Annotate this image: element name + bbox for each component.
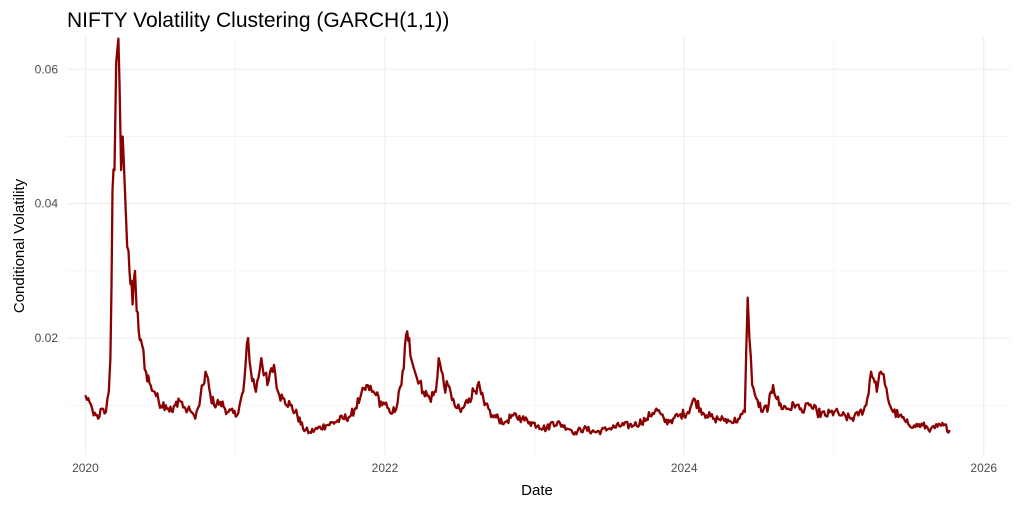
y-tick-label: 0.02 — [35, 331, 59, 345]
x-tick-label: 2020 — [72, 461, 99, 475]
y-tick-label: 0.04 — [35, 197, 59, 211]
minor-gridlines — [67, 37, 1010, 455]
x-tick-label: 2026 — [970, 461, 997, 475]
x-tick-labels: 2020 2022 2024 2026 — [72, 461, 997, 475]
x-tick-label: 2022 — [372, 461, 399, 475]
series-layer — [84, 37, 951, 436]
chart-title: NIFTY Volatility Clustering (GARCH(1,1)) — [67, 9, 449, 32]
y-tick-label: 0.06 — [35, 62, 59, 76]
x-tick-label: 2024 — [671, 461, 698, 475]
x-axis-title: Date — [521, 482, 553, 499]
major-gridlines — [67, 37, 1010, 455]
y-tick-labels: 0.02 0.04 0.06 — [35, 62, 59, 345]
y-axis-title: Conditional Volatility — [11, 178, 28, 313]
volatility-series-line — [84, 37, 951, 436]
